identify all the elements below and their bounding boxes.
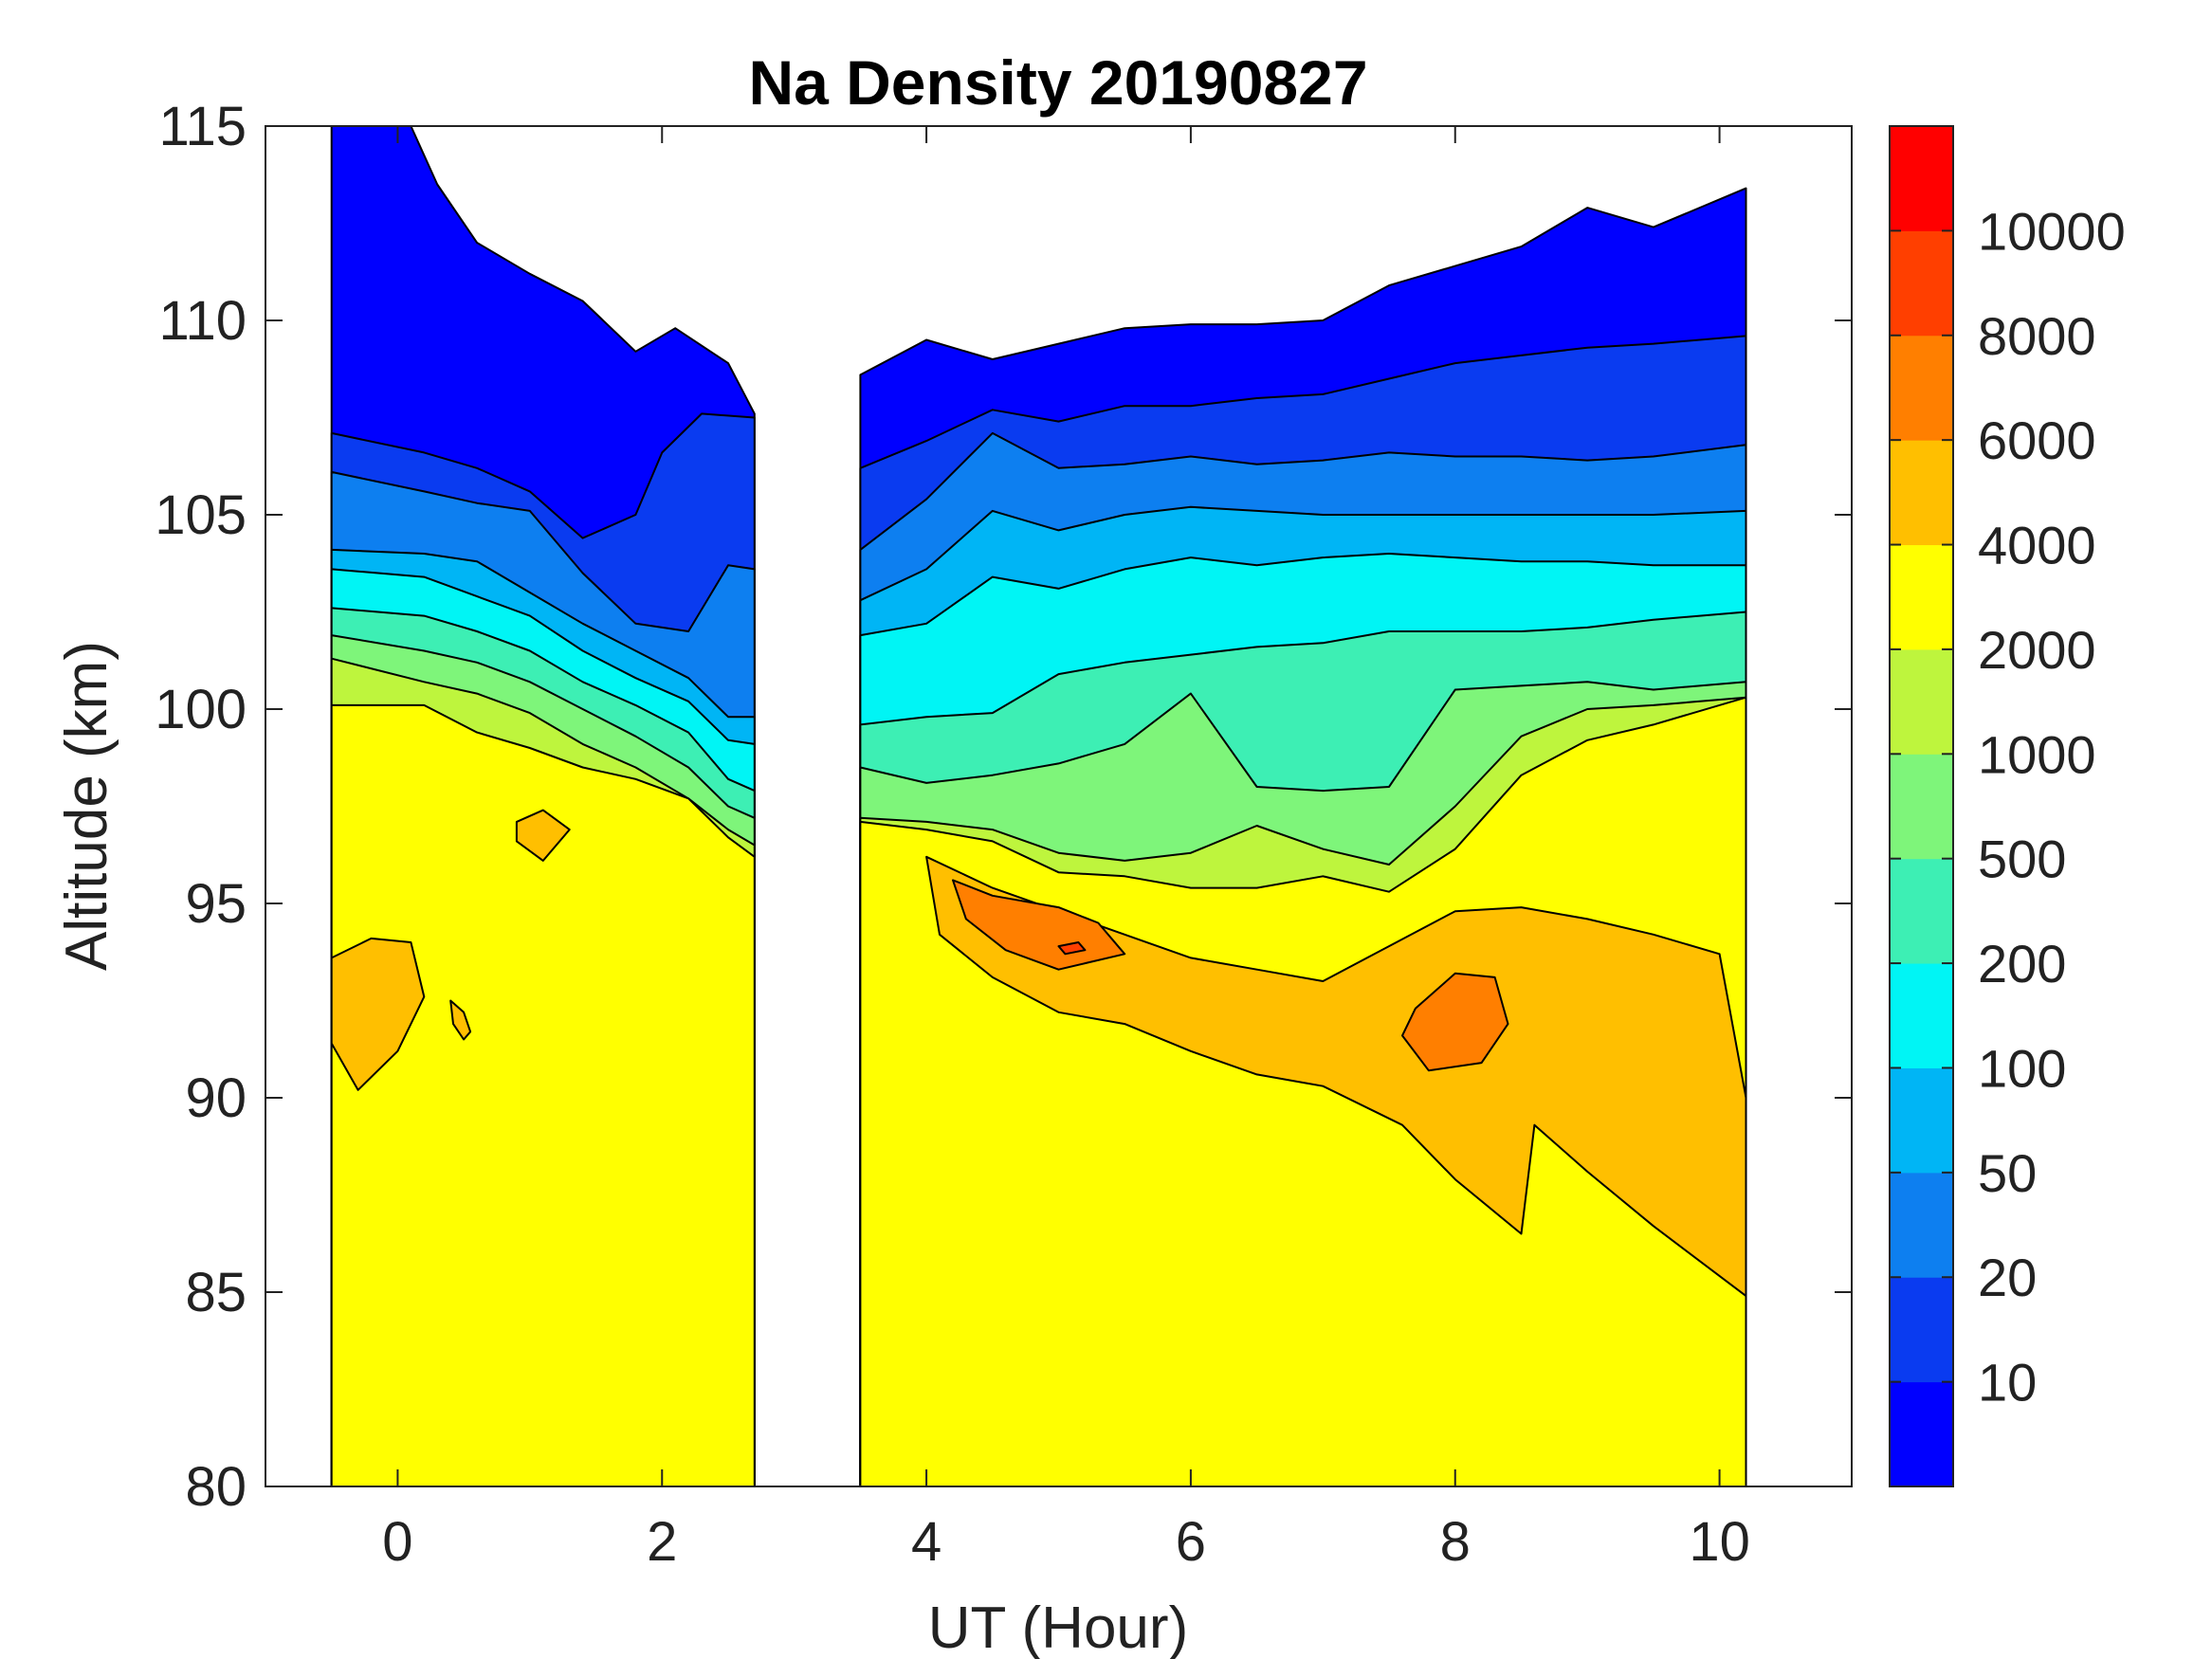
colorbar-label: 1000 xyxy=(1978,724,2096,784)
colorbar-swatch xyxy=(1890,648,1953,755)
contour-band-2000-4000-segment-2 xyxy=(859,696,1747,1486)
colorbar-swatch xyxy=(1890,754,1953,860)
colorbar-swatch xyxy=(1890,440,1953,546)
x-tick-label: 4 xyxy=(911,1511,941,1573)
colorbar-swatch xyxy=(1890,1381,1953,1487)
colorbar-label: 10000 xyxy=(1978,201,2126,261)
colorbar-swatch xyxy=(1890,1067,1953,1174)
contour-region-pocket-0.5h xyxy=(449,999,472,1041)
colorbar-label: 500 xyxy=(1978,830,2066,889)
y-tick-label: 110 xyxy=(159,290,247,352)
colorbar-frame xyxy=(1889,125,1954,1487)
y-axis-label: Altitude (km) xyxy=(54,641,119,971)
colorbar-swatch xyxy=(1890,335,1953,441)
y-tick-label: 95 xyxy=(185,873,247,935)
plot-frame xyxy=(265,125,1853,1487)
colorbar-label: 50 xyxy=(1978,1143,2037,1203)
y-tick-label: 115 xyxy=(159,96,247,157)
colorbar-label: 20 xyxy=(1978,1248,2037,1307)
x-axis-label: UT (Hour) xyxy=(928,1595,1188,1659)
x-tick-label: 8 xyxy=(1440,1511,1471,1573)
contour-region-peak-8h xyxy=(1401,972,1509,1072)
y-tick-label: 105 xyxy=(155,484,247,546)
colorbar-swatch xyxy=(1890,1277,1953,1383)
x-tick-label: 0 xyxy=(382,1511,412,1573)
colorbar-label: 6000 xyxy=(1978,410,2096,470)
contour-region-pocket-0h xyxy=(330,937,426,1091)
colorbar-swatch xyxy=(1890,858,1953,964)
contour-bands xyxy=(330,126,1747,1486)
y-tick-label: 80 xyxy=(185,1456,247,1518)
colorbar-swatch xyxy=(1890,963,1953,1068)
y-tick-label: 85 xyxy=(185,1262,247,1323)
x-tick-label: 6 xyxy=(1176,1511,1206,1573)
colorbar-swatch xyxy=(1890,544,1953,650)
chart-title: Na Density 20190827 xyxy=(748,47,1367,118)
contour-region-main-band xyxy=(925,855,1747,1298)
y-axis: 80 85 90 95 100 105 110 115 xyxy=(155,96,1852,1518)
y-tick-label: 90 xyxy=(185,1067,247,1129)
colorbar-swatch xyxy=(1890,230,1953,337)
x-tick-label: 2 xyxy=(647,1511,677,1573)
y-tick-label: 100 xyxy=(155,679,247,740)
colorbar-label: 200 xyxy=(1978,934,2066,994)
colorbar-label: 4000 xyxy=(1978,516,2096,575)
contour-region-pocket-1h xyxy=(515,809,571,862)
colorbar-label: 100 xyxy=(1978,1038,2066,1098)
colorbar-swatch xyxy=(1890,126,1953,231)
colorbar-label: 10 xyxy=(1978,1353,2037,1413)
colorbar-label: 2000 xyxy=(1978,620,2096,680)
contour-band-2000-4000-segment-1 xyxy=(330,703,756,1486)
colorbar-label: 8000 xyxy=(1978,306,2096,366)
colorbar-swatch xyxy=(1890,1172,1953,1278)
colorbar: 10 20 50 100 200 500 1000 2000 4000 6000 8000 10000 xyxy=(1889,125,2126,1487)
x-tick-label: 10 xyxy=(1689,1511,1750,1573)
contour-region-core-5.1h xyxy=(1057,941,1087,956)
x-axis: 0 2 4 6 8 10 xyxy=(382,126,1750,1573)
